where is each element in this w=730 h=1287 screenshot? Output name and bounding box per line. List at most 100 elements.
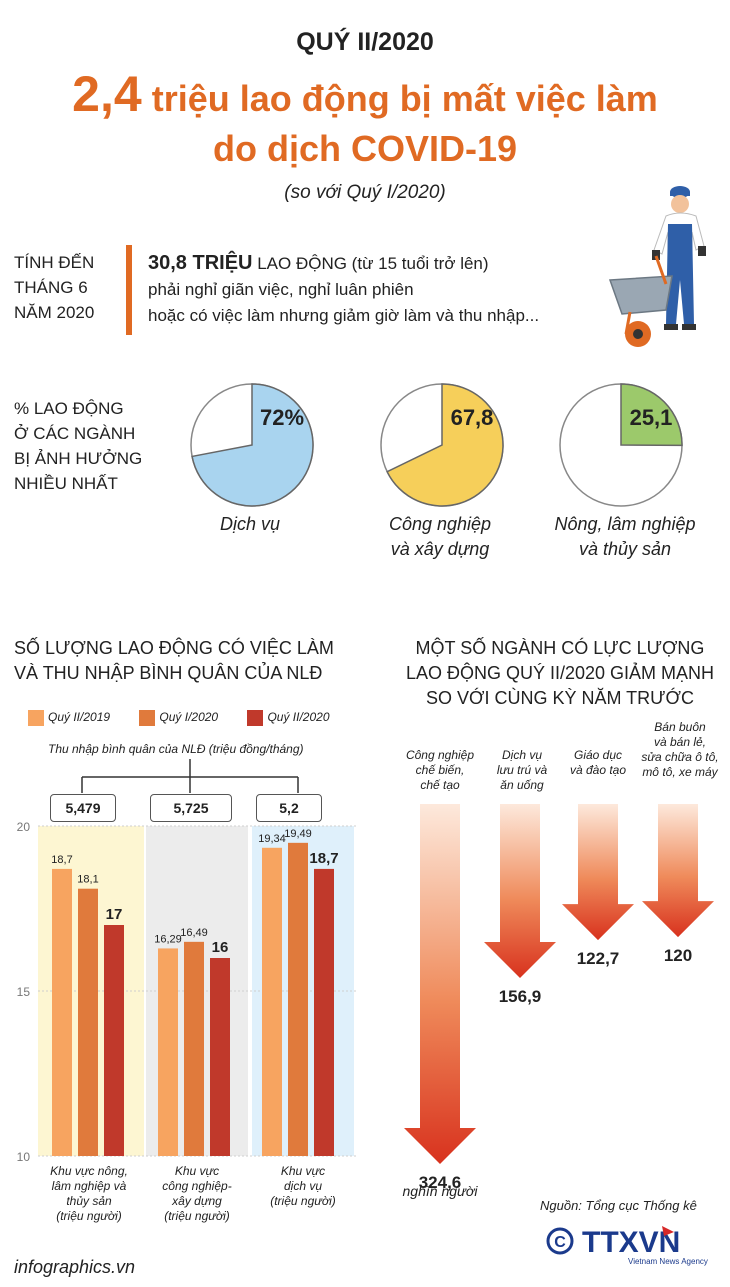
bar-value-label: 18,1 (77, 874, 98, 886)
pie-slice (620, 383, 683, 447)
legend-item: Quý I/2020 (139, 710, 219, 726)
pie-slice (191, 383, 314, 507)
arrow-value-label: 324,6 (419, 1173, 462, 1192)
income-caption: Thu nhập bình quân của NLĐ (triệu đồng/t… (48, 742, 304, 756)
y-tick-label: 15 (17, 985, 31, 999)
legend-item: Quý II/2019 (28, 710, 111, 726)
source-note: Nguồn: Tổng cục Thống kê (540, 1198, 697, 1213)
category-line: công nghiệp- (162, 1179, 232, 1193)
bar-value-label: 16,49 (180, 927, 208, 939)
category-line: (triệu người) (164, 1209, 230, 1223)
category-label-agriculture: Khu vực nông, lâm nghiệp và thủy sản (tr… (38, 1164, 140, 1224)
as-of-line: NĂM 2020 (14, 303, 95, 322)
as-of-label: TÍNH ĐẾN THÁNG 6 NĂM 2020 (14, 250, 94, 325)
section-title-line: LAO ĐỘNG QUÝ II/2020 GIẢM MẠNH (405, 663, 715, 683)
summary-line1: LAO ĐỘNG (từ 15 tuổi trở lên) (257, 254, 489, 273)
bar (314, 868, 334, 1156)
pie-section-label: % LAO ĐỘNG Ở CÁC NGÀNH BỊ ẢNH HƯỞNG NHIỀ… (14, 396, 142, 496)
pie-charts: 72% 67,8 25,1 (190, 383, 683, 507)
legend-item: Quý II/2020 (247, 710, 330, 726)
as-of-line: TÍNH ĐẾN (14, 253, 95, 272)
summary-highlight: 30,8 TRIỆU (148, 252, 253, 274)
legend: Quý II/2019 Quý I/2020 Quý II/2020 (28, 710, 330, 726)
legend-label: Quý I/2020 (159, 710, 219, 725)
category-line: thủy sản (66, 1194, 112, 1208)
bar (78, 888, 98, 1156)
headline-number: 2,4 (72, 66, 142, 122)
arrow-label-line: sửa chữa ô tô, (641, 750, 719, 764)
bar (184, 941, 204, 1156)
category-line: Khu vực (174, 1164, 220, 1178)
legend-label: Quý II/2019 (48, 710, 111, 725)
site-name[interactable]: infographics.vn (14, 1257, 136, 1277)
summary-text: 30,8 TRIỆU LAO ĐỘNG (từ 15 tuổi trở lên)… (148, 250, 539, 329)
pie-caption-agriculture: Nông, lâm nghiệp và thủy sản (530, 512, 720, 562)
pie-label-line: NHIỀU NHẤT (14, 474, 118, 493)
section-title-line: VÀ THU NHẬP BÌNH QUÂN CỦA NLĐ (14, 663, 323, 683)
section-title-line: MỘT SỐ NGÀNH CÓ LỰC LƯỢNG (415, 638, 705, 658)
decline-arrow (562, 804, 634, 941)
bar (52, 868, 72, 1156)
decline-arrow (404, 804, 476, 1164)
pie-label-line: % LAO ĐỘNG (14, 399, 124, 418)
arrow-label-manufacturing: Công nghiệp chế biến, chế tạo (400, 748, 480, 793)
legend-swatch (28, 710, 44, 726)
arrow-label-line: Bán buôn (654, 720, 706, 734)
section-title-line: SO VỚI CÙNG KỲ NĂM TRƯỚC (426, 688, 694, 708)
pie-label-line: BỊ ẢNH HƯỞNG (14, 449, 143, 468)
bar-value-label: 18,7 (309, 850, 338, 867)
pie-caption-line: và xây dựng (390, 539, 490, 559)
arrow-label-hospitality: Dịch vụ lưu trú và ăn uống (482, 748, 562, 793)
quarter-title: QUÝ II/2020 (296, 28, 434, 56)
headline: 2,4 triệu lao động bị mất việc làm (0, 69, 730, 119)
decline-arrows: 324,6 156,9 122,7 120 (404, 804, 714, 1192)
income-connector (81, 759, 299, 793)
bar (262, 847, 282, 1156)
divider-bar (126, 245, 132, 335)
bar (158, 948, 178, 1156)
bar-value-label: 18,7 (51, 854, 72, 866)
ttxvn-logo: C TTXVN Vietnam News Agency (546, 1226, 708, 1266)
category-line: (triệu người) (270, 1194, 336, 1208)
bar (210, 958, 230, 1156)
legend-swatch (247, 710, 264, 726)
section-title-line: SỐ LƯỢNG LAO ĐỘNG CÓ VIỆC LÀM (14, 638, 334, 658)
bar (104, 925, 124, 1156)
arrow-label-education: Giáo dục và đào tạo (558, 748, 638, 778)
comparison-note: (so với Quý I/2020) (284, 182, 446, 203)
pie-caption-industry: Công nghiệp và xây dựng (360, 512, 520, 562)
decline-arrow (484, 804, 556, 979)
pie-label-line: Ở CÁC NGÀNH (14, 424, 136, 443)
bar-value-label: 16 (212, 939, 229, 956)
pie-caption-line: Nông, lâm nghiệp (554, 514, 696, 534)
worker-illustration (608, 186, 706, 347)
legend-swatch (139, 710, 156, 726)
arrow-label-line: mô tô, xe máy (642, 765, 718, 779)
arrow-label-line: và đào tạo (569, 763, 627, 777)
arrow-label-line: chế biến, (415, 763, 465, 777)
pie-caption-line: Dịch vụ (219, 514, 281, 534)
pie-caption-line: Công nghiệp (388, 514, 492, 534)
category-line: dịch vụ (283, 1179, 323, 1193)
summary-line3: hoặc có việc làm nhưng giảm giờ làm và t… (148, 306, 540, 325)
svg-text:Vietnam News Agency: Vietnam News Agency (628, 1257, 708, 1266)
arrow-label-line: và bán lẻ, (653, 735, 707, 749)
decline-arrow (642, 804, 714, 938)
arrow-value-label: 156,9 (499, 987, 542, 1006)
income-box: 5,725 (150, 794, 232, 822)
arrow-label-line: lưu trú và (496, 763, 548, 777)
pie-value-label: 25,1 (630, 405, 673, 430)
arrow-label-line: Dịch vụ (501, 748, 542, 762)
income-box: 5,2 (256, 794, 322, 822)
headline-text: triệu lao động bị mất việc làm (151, 78, 658, 119)
y-tick-label: 10 (17, 1150, 31, 1164)
category-label-industry: Khu vực công nghiệp- xây dựng (triệu ngư… (146, 1164, 248, 1224)
as-of-line: THÁNG 6 (14, 278, 88, 297)
employment-section-title: SỐ LƯỢNG LAO ĐỘNG CÓ VIỆC LÀM VÀ THU NHẬ… (14, 636, 334, 686)
y-tick-label: 20 (17, 820, 31, 834)
bar (288, 842, 308, 1156)
bar-value-label: 19,49 (284, 828, 312, 840)
arrow-label-line: chế tạo (420, 778, 460, 792)
category-label-services: Khu vực dịch vụ (triệu người) (252, 1164, 354, 1209)
